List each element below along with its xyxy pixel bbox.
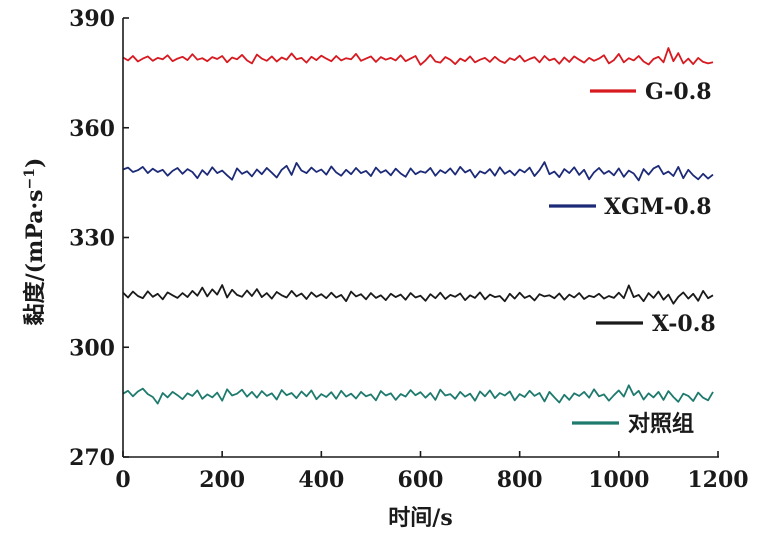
axes-layer xyxy=(122,18,719,458)
y-tick-label: 300 xyxy=(69,335,115,361)
x-axis-label: 时间/s xyxy=(388,505,452,531)
y-axis-label: 黏度/(mPa·s−1) xyxy=(22,158,48,326)
legend-label-2: XGM-0.8 xyxy=(604,194,712,220)
series-layer xyxy=(122,47,714,405)
y-tick-label: 360 xyxy=(69,116,115,142)
x-tick-label: 1000 xyxy=(588,467,649,493)
series-line-2 xyxy=(122,161,714,182)
y-tick-label: 390 xyxy=(69,6,115,32)
y-tick-label: 270 xyxy=(69,445,115,471)
y-axis-label-main: 黏度/(mPa·s xyxy=(22,189,48,325)
x-tick-label: 600 xyxy=(398,467,444,493)
x-tick-label: 1200 xyxy=(687,467,748,493)
legend-label-4: 对照组 xyxy=(628,411,694,437)
series-line-3 xyxy=(122,284,714,305)
y-axis-label-superscript: −1 xyxy=(22,168,38,189)
y-axis-label-close: ) xyxy=(22,158,48,168)
legend-label-1: G-0.8 xyxy=(645,79,712,105)
series-line-1 xyxy=(122,47,714,66)
x-tick-label: 400 xyxy=(298,467,344,493)
legend-layer: G-0.8 XGM-0.8 X-0.8 对照组 xyxy=(549,79,716,437)
x-tick-label: 200 xyxy=(199,467,245,493)
series-line-4 xyxy=(122,384,714,405)
ticks-layer: 0 200 400 600 800 1000 1200 270 300 330 360 390 xyxy=(69,6,749,493)
y-tick-label: 330 xyxy=(69,226,115,252)
legend-label-3: X-0.8 xyxy=(652,311,716,337)
x-tick-label: 800 xyxy=(497,467,543,493)
x-tick-label: 0 xyxy=(115,467,130,493)
